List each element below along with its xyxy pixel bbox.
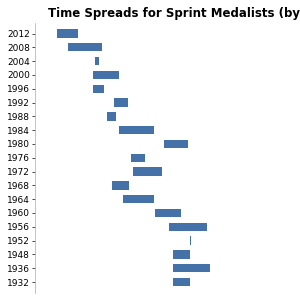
Bar: [172, 278, 190, 286]
Bar: [172, 250, 190, 259]
Bar: [114, 98, 128, 107]
Bar: [68, 43, 102, 52]
Text: Time Spreads for Sprint Medalists (by Year): Time Spreads for Sprint Medalists (by Ye…: [48, 7, 300, 20]
Bar: [172, 264, 210, 272]
Bar: [112, 181, 130, 190]
Bar: [95, 57, 98, 65]
Bar: [131, 154, 145, 162]
Bar: [164, 140, 188, 148]
Bar: [155, 209, 181, 217]
Bar: [93, 85, 104, 93]
Bar: [107, 112, 116, 121]
Bar: [57, 29, 78, 38]
Bar: [133, 167, 162, 176]
Bar: [123, 195, 154, 203]
Bar: [190, 236, 191, 245]
Bar: [93, 71, 119, 79]
Bar: [169, 223, 207, 231]
Bar: [119, 126, 154, 134]
